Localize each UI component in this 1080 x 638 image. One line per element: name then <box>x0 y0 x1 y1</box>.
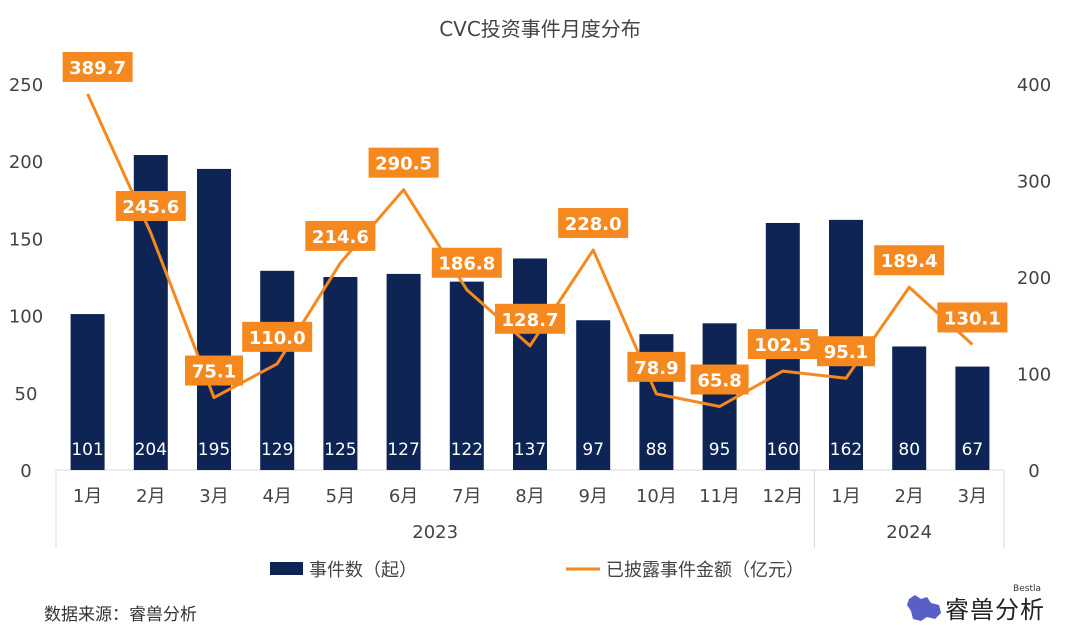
line-label-box <box>495 303 565 334</box>
line-label: 189.4 <box>881 251 938 272</box>
chart-title: CVC投资事件月度分布 <box>439 17 641 41</box>
line-label: 128.7 <box>502 310 559 331</box>
legend-bar-swatch <box>270 562 303 575</box>
bar-label: 95 <box>709 440 731 460</box>
x-tick-label: 1月 <box>831 486 860 507</box>
line-label: 214.6 <box>312 227 369 248</box>
chart: CVC投资事件月度分布 0 50 100 150 200 250 0 100 200 300 400 2… <box>9 17 1051 581</box>
x-tick-label: 6月 <box>389 486 418 507</box>
legend-bar-label: 事件数（起） <box>309 560 417 581</box>
line-label-box <box>431 247 502 278</box>
line-label-box <box>185 355 243 386</box>
x-tick-label: 12月 <box>762 486 803 507</box>
bar <box>955 366 990 470</box>
line-label-box <box>62 51 133 82</box>
logo: 睿兽分析 Bestla <box>905 584 1045 625</box>
left-axis-tick: 100 <box>9 307 43 328</box>
right-axis-tick: 400 <box>1017 75 1051 96</box>
bar-label: 125 <box>324 440 356 460</box>
bar <box>702 323 737 470</box>
right-axis-tick: 200 <box>1017 268 1051 289</box>
data-source: 数据来源：睿兽分析 <box>44 605 197 625</box>
x-tick-label: 7月 <box>452 486 481 507</box>
x-tick-label: 4月 <box>262 486 291 507</box>
x-tick-label: 2月 <box>894 486 923 507</box>
line-label: 290.5 <box>375 154 432 175</box>
bar-label: 67 <box>962 440 984 460</box>
bar-label: 88 <box>646 440 668 460</box>
bar-label: 204 <box>135 440 167 460</box>
bar-label: 162 <box>830 440 862 460</box>
logo-text: 睿兽分析 <box>945 596 1045 624</box>
bar-label: 195 <box>198 440 230 460</box>
lion-logo-icon <box>907 594 941 621</box>
line-label: 389.7 <box>69 58 126 79</box>
bar <box>323 277 358 470</box>
line-label-box <box>115 190 186 221</box>
line-label-box <box>747 329 818 360</box>
x-tick-label: 10月 <box>636 486 677 507</box>
line-label-box <box>558 207 629 238</box>
line-label: 228.0 <box>565 214 622 235</box>
line-label-box <box>368 147 439 178</box>
line-label: 102.5 <box>754 335 811 356</box>
bar <box>197 168 231 471</box>
x-tick-label: 1月 <box>73 486 102 507</box>
right-axis-tick: 300 <box>1017 172 1051 193</box>
line-series <box>86 93 974 409</box>
bar <box>386 273 421 470</box>
x-tick-label: 3月 <box>958 486 987 507</box>
x-tick-label: 8月 <box>515 486 544 507</box>
line-label-box <box>874 245 945 276</box>
bar-label: 137 <box>514 440 546 460</box>
line-label: 130.1 <box>944 308 1001 329</box>
bar-label: 80 <box>898 440 920 460</box>
bar <box>70 314 105 470</box>
line-label: 245.6 <box>122 197 179 218</box>
left-axis-tick: 50 <box>15 384 38 405</box>
line-label-box <box>627 351 686 382</box>
left-axis-tick: 200 <box>9 152 43 173</box>
line-label-box <box>242 321 313 352</box>
year-label: 2023 <box>412 522 458 543</box>
bar <box>513 258 547 470</box>
line-label: 95.1 <box>824 342 868 363</box>
left-axis-tick: 0 <box>20 461 31 482</box>
legend-line-label: 已披露事件金额（亿元） <box>606 560 804 581</box>
bar <box>576 320 611 470</box>
line-label-box <box>305 220 376 251</box>
right-axis-tick: 0 <box>1028 461 1039 482</box>
x-tick-label: 11月 <box>699 486 740 507</box>
x-tick-label: 3月 <box>199 486 228 507</box>
x-tick-label: 2月 <box>136 486 165 507</box>
line-label: 110.0 <box>249 328 306 349</box>
line-label: 75.1 <box>192 362 236 383</box>
line-label-box <box>690 364 749 395</box>
right-axis-tick: 100 <box>1017 365 1051 386</box>
left-axis-tick: 250 <box>9 75 43 96</box>
bar-label: 129 <box>261 440 293 460</box>
line-label-box <box>937 302 1008 333</box>
line-label: 65.8 <box>697 371 741 392</box>
bar-label: 160 <box>767 440 799 460</box>
bar-label: 97 <box>582 440 604 460</box>
line-label-box <box>817 336 875 367</box>
bar-label: 101 <box>71 440 103 460</box>
left-axis-tick: 150 <box>9 229 43 250</box>
bar <box>892 346 927 470</box>
bar-label: 127 <box>387 440 419 460</box>
line-label: 78.9 <box>634 358 678 379</box>
line-label: 186.8 <box>438 254 495 275</box>
x-tick-label: 9月 <box>578 486 607 507</box>
logo-subtext: Bestla <box>1013 584 1041 594</box>
bar-label: 122 <box>451 440 483 460</box>
year-label: 2024 <box>886 522 932 543</box>
x-tick-label: 5月 <box>326 486 355 507</box>
bar <box>449 281 484 470</box>
